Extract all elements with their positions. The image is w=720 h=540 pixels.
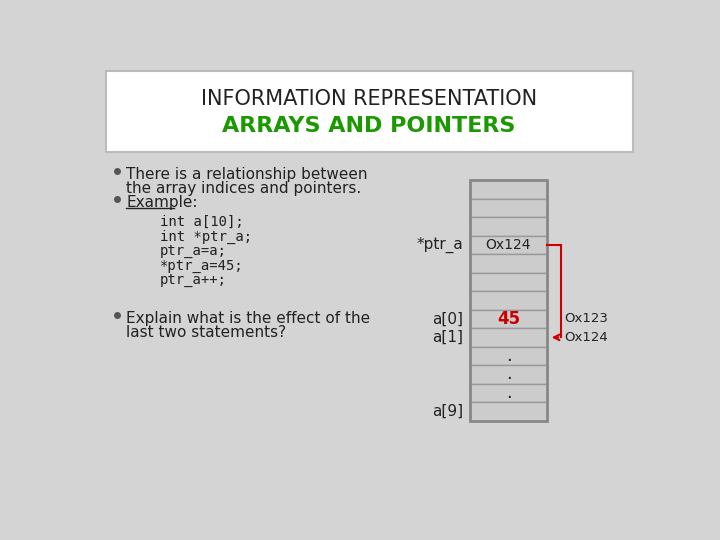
- Text: int a[10];: int a[10];: [160, 215, 243, 229]
- Text: last two statements?: last two statements?: [127, 325, 287, 340]
- Bar: [469, 199, 547, 217]
- Bar: [469, 365, 547, 383]
- Text: 45: 45: [497, 310, 520, 328]
- Text: Ox124: Ox124: [486, 238, 531, 252]
- Text: There is a relationship between: There is a relationship between: [127, 167, 368, 182]
- Text: the array indices and pointers.: the array indices and pointers.: [127, 181, 361, 196]
- Text: *ptr_a: *ptr_a: [417, 237, 464, 253]
- Bar: [469, 180, 547, 199]
- Bar: [469, 291, 547, 309]
- Text: Ox123: Ox123: [564, 313, 608, 326]
- Text: ptr_a=a;: ptr_a=a;: [160, 244, 227, 258]
- Bar: [469, 383, 547, 402]
- Text: ARRAYS AND POINTERS: ARRAYS AND POINTERS: [222, 117, 516, 137]
- Text: a[1]: a[1]: [433, 330, 464, 345]
- Text: .: .: [505, 347, 511, 365]
- Bar: [469, 180, 547, 421]
- Bar: [469, 328, 547, 347]
- Bar: [469, 236, 547, 254]
- Text: *ptr_a=45;: *ptr_a=45;: [160, 259, 243, 273]
- Text: .: .: [505, 366, 511, 383]
- Text: int *ptr_a;: int *ptr_a;: [160, 230, 252, 244]
- Bar: [469, 254, 547, 273]
- Text: Ox124: Ox124: [564, 331, 608, 344]
- Text: ptr_a++;: ptr_a++;: [160, 273, 227, 287]
- Text: Example:: Example:: [127, 195, 198, 210]
- Text: Explain what is the effect of the: Explain what is the effect of the: [127, 311, 371, 326]
- Text: a[0]: a[0]: [433, 312, 464, 326]
- Bar: [469, 402, 547, 421]
- Text: .: .: [505, 384, 511, 402]
- Bar: [469, 347, 547, 365]
- Bar: [469, 217, 547, 236]
- Bar: [106, 71, 632, 152]
- Text: a[9]: a[9]: [433, 404, 464, 419]
- Text: INFORMATION REPRESENTATION: INFORMATION REPRESENTATION: [201, 90, 537, 110]
- Bar: [469, 273, 547, 291]
- Bar: [469, 309, 547, 328]
